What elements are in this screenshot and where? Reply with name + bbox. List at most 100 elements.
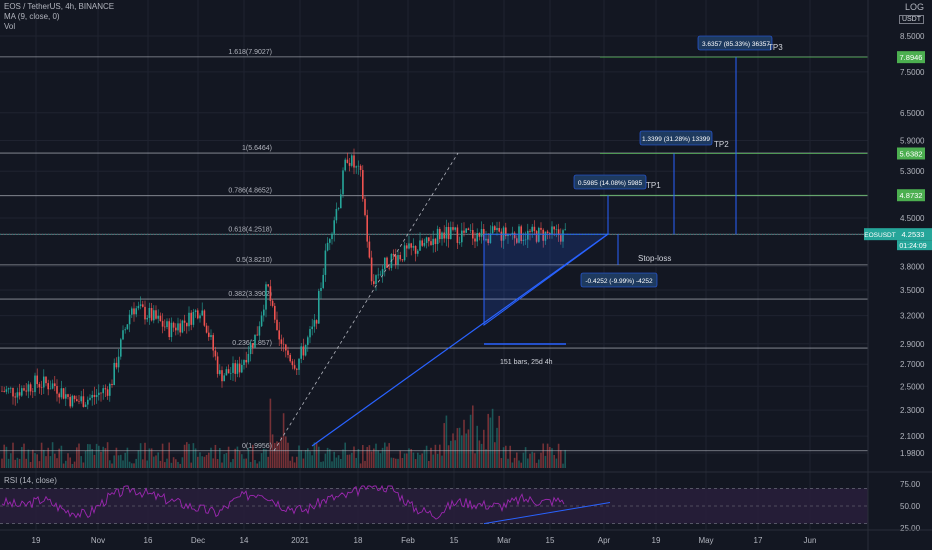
- volume-bar: [320, 461, 322, 468]
- candle-body: [511, 232, 514, 235]
- volume-bar: [122, 460, 124, 468]
- currency-badge[interactable]: USDT: [898, 15, 924, 24]
- volume-bar: [21, 446, 23, 468]
- volume-bar: [69, 457, 71, 468]
- volume-bar: [164, 462, 166, 468]
- candle-body: [324, 250, 327, 275]
- volume-bar: [12, 442, 14, 468]
- candle-body: [232, 363, 234, 373]
- volume-bar: [82, 462, 85, 468]
- symbol-title[interactable]: EOS / TetherUS, 4h, BINANCE: [4, 2, 115, 11]
- candle-body: [14, 396, 16, 398]
- candle-body: [285, 344, 287, 351]
- candle-body: [454, 227, 456, 230]
- time-tick-label: May: [698, 536, 713, 545]
- fib-level-label: 0.382(3.3902): [228, 291, 272, 298]
- candle-body: [128, 314, 131, 325]
- candle-body: [417, 250, 419, 254]
- volume-bar: [78, 443, 80, 468]
- volume-bar: [322, 461, 324, 468]
- time-tick-label: 17: [754, 536, 763, 545]
- volume-bar: [326, 447, 329, 468]
- candle-body: [326, 242, 329, 251]
- volume-bar: [373, 448, 375, 468]
- measure-text: 0.5985 (14.08%) 5985: [578, 180, 643, 187]
- time-tick-label: 14: [240, 536, 249, 545]
- volume-bar: [183, 444, 186, 468]
- candle-body: [410, 243, 412, 248]
- candle-body: [60, 388, 63, 398]
- price-tick-label: 5.3000: [900, 167, 925, 176]
- fib-level-label: 1.618(7.9027): [228, 49, 272, 56]
- log-scale-button[interactable]: LOG: [904, 2, 924, 12]
- volume-bar: [227, 446, 230, 468]
- candle-body: [447, 227, 450, 240]
- price-tick-label: 3.8000: [900, 262, 925, 271]
- fib-level-label: 0.618(4.2518): [228, 226, 272, 233]
- candle-body: [38, 384, 41, 388]
- ma-indicator-label[interactable]: MA (9, close, 0): [4, 12, 60, 21]
- volume-bar: [150, 448, 153, 468]
- fib-level-label: 0(1.9956): [242, 443, 272, 450]
- candle-body: [311, 326, 313, 330]
- volume-bar: [67, 453, 69, 468]
- candle-body: [236, 363, 239, 374]
- candle-body: [258, 326, 261, 336]
- drawings[interactable]: 151 bars, 25d 4h 3.6357 (85.33%) 36357TP3…: [0, 35, 868, 451]
- candle-body: [117, 356, 120, 368]
- volume-bar: [544, 455, 547, 468]
- candle-body: [109, 383, 111, 396]
- volume-bar: [557, 443, 560, 468]
- candle-body: [276, 319, 278, 331]
- candle-body: [362, 170, 364, 199]
- volume-bar: [148, 448, 151, 468]
- candle-body: [412, 246, 415, 248]
- volume-bar: [161, 443, 164, 468]
- candle-body: [331, 233, 333, 240]
- candle-body: [168, 321, 170, 338]
- candle-body: [307, 337, 309, 345]
- candle-body: [370, 257, 373, 282]
- candle-body: [304, 344, 307, 356]
- volume-bar: [117, 455, 120, 468]
- volume-bar: [533, 452, 536, 468]
- volume-bar: [296, 456, 298, 468]
- volume-bar: [417, 452, 419, 468]
- volume-bar: [91, 449, 93, 468]
- candle-body: [472, 230, 474, 239]
- volume-bar: [252, 444, 254, 468]
- volume-bar: [368, 445, 371, 468]
- volume-bar: [450, 440, 452, 468]
- candle-body: [333, 220, 335, 234]
- volume-bar: [106, 442, 109, 468]
- candle-body: [428, 237, 430, 242]
- price-axis[interactable]: 8.5000 7.5000 6.5000 5.9000 5.3000 4.5000 3.80…: [867, 0, 925, 550]
- rsi-indicator-label[interactable]: RSI (14, close): [4, 476, 57, 485]
- time-axis[interactable]: 19 Nov 16 Dec 14 2021 18 Feb 15 Mar 15 Apr 19 May 17 Ju…: [0, 529, 932, 545]
- volume-bar: [331, 461, 333, 468]
- volume-bar: [199, 452, 201, 468]
- candle-body: [80, 396, 82, 402]
- candle-body: [524, 239, 527, 241]
- volume-bar: [139, 443, 142, 468]
- volume-bar: [34, 453, 36, 468]
- candle-body: [100, 392, 102, 394]
- volume-bar: [177, 461, 179, 468]
- candle-body: [133, 308, 135, 315]
- candle-body: [186, 322, 188, 327]
- time-tick-label: 19: [652, 536, 661, 545]
- measure-tag: TP1: [646, 181, 661, 190]
- candle-body: [476, 232, 478, 242]
- volume-bar: [170, 462, 173, 468]
- candle-body: [280, 339, 283, 344]
- candle-body: [98, 392, 100, 395]
- volume-indicator-label[interactable]: Vol: [4, 22, 16, 31]
- volume-bar: [62, 463, 65, 468]
- volume-bar: [256, 463, 258, 468]
- fib-retracement[interactable]: 1.618(7.9027) 1(5.6464) 0.786(4.8652) 0.618…: [0, 49, 868, 452]
- volume-bar: [353, 446, 355, 468]
- volume-bar: [205, 454, 208, 468]
- volume-bar: [500, 458, 503, 468]
- candle-body: [91, 394, 93, 398]
